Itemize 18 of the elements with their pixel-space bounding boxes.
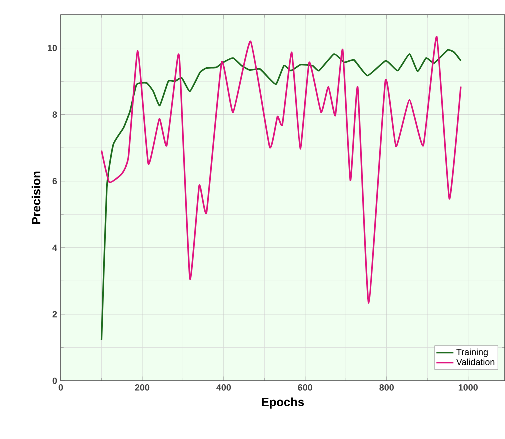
y-tick-label: 6 — [52, 178, 58, 185]
x-tick-label: 200 — [135, 384, 150, 391]
legend-label: Training — [456, 348, 488, 358]
x-axis-title: Epochs — [262, 398, 304, 409]
x-tick-label: 800 — [380, 384, 394, 391]
y-tick-label: 8 — [52, 112, 58, 118]
line-series — [100, 49, 462, 342]
y-tick-label: 2 — [52, 311, 58, 318]
y-tick-label: 0 — [52, 378, 58, 384]
x-tick-label: 600 — [298, 384, 313, 391]
line-series — [100, 36, 462, 304]
legend-label: Validation — [456, 358, 495, 366]
x-tick-label: 400 — [216, 384, 232, 391]
y-axis-title: Precision — [32, 172, 41, 224]
y-tick-label: 10 — [48, 45, 58, 52]
x-tick-label: 1000 — [458, 384, 478, 391]
x-tick-label: 0 — [58, 384, 64, 391]
y-tick-label: 4 — [52, 244, 58, 251]
